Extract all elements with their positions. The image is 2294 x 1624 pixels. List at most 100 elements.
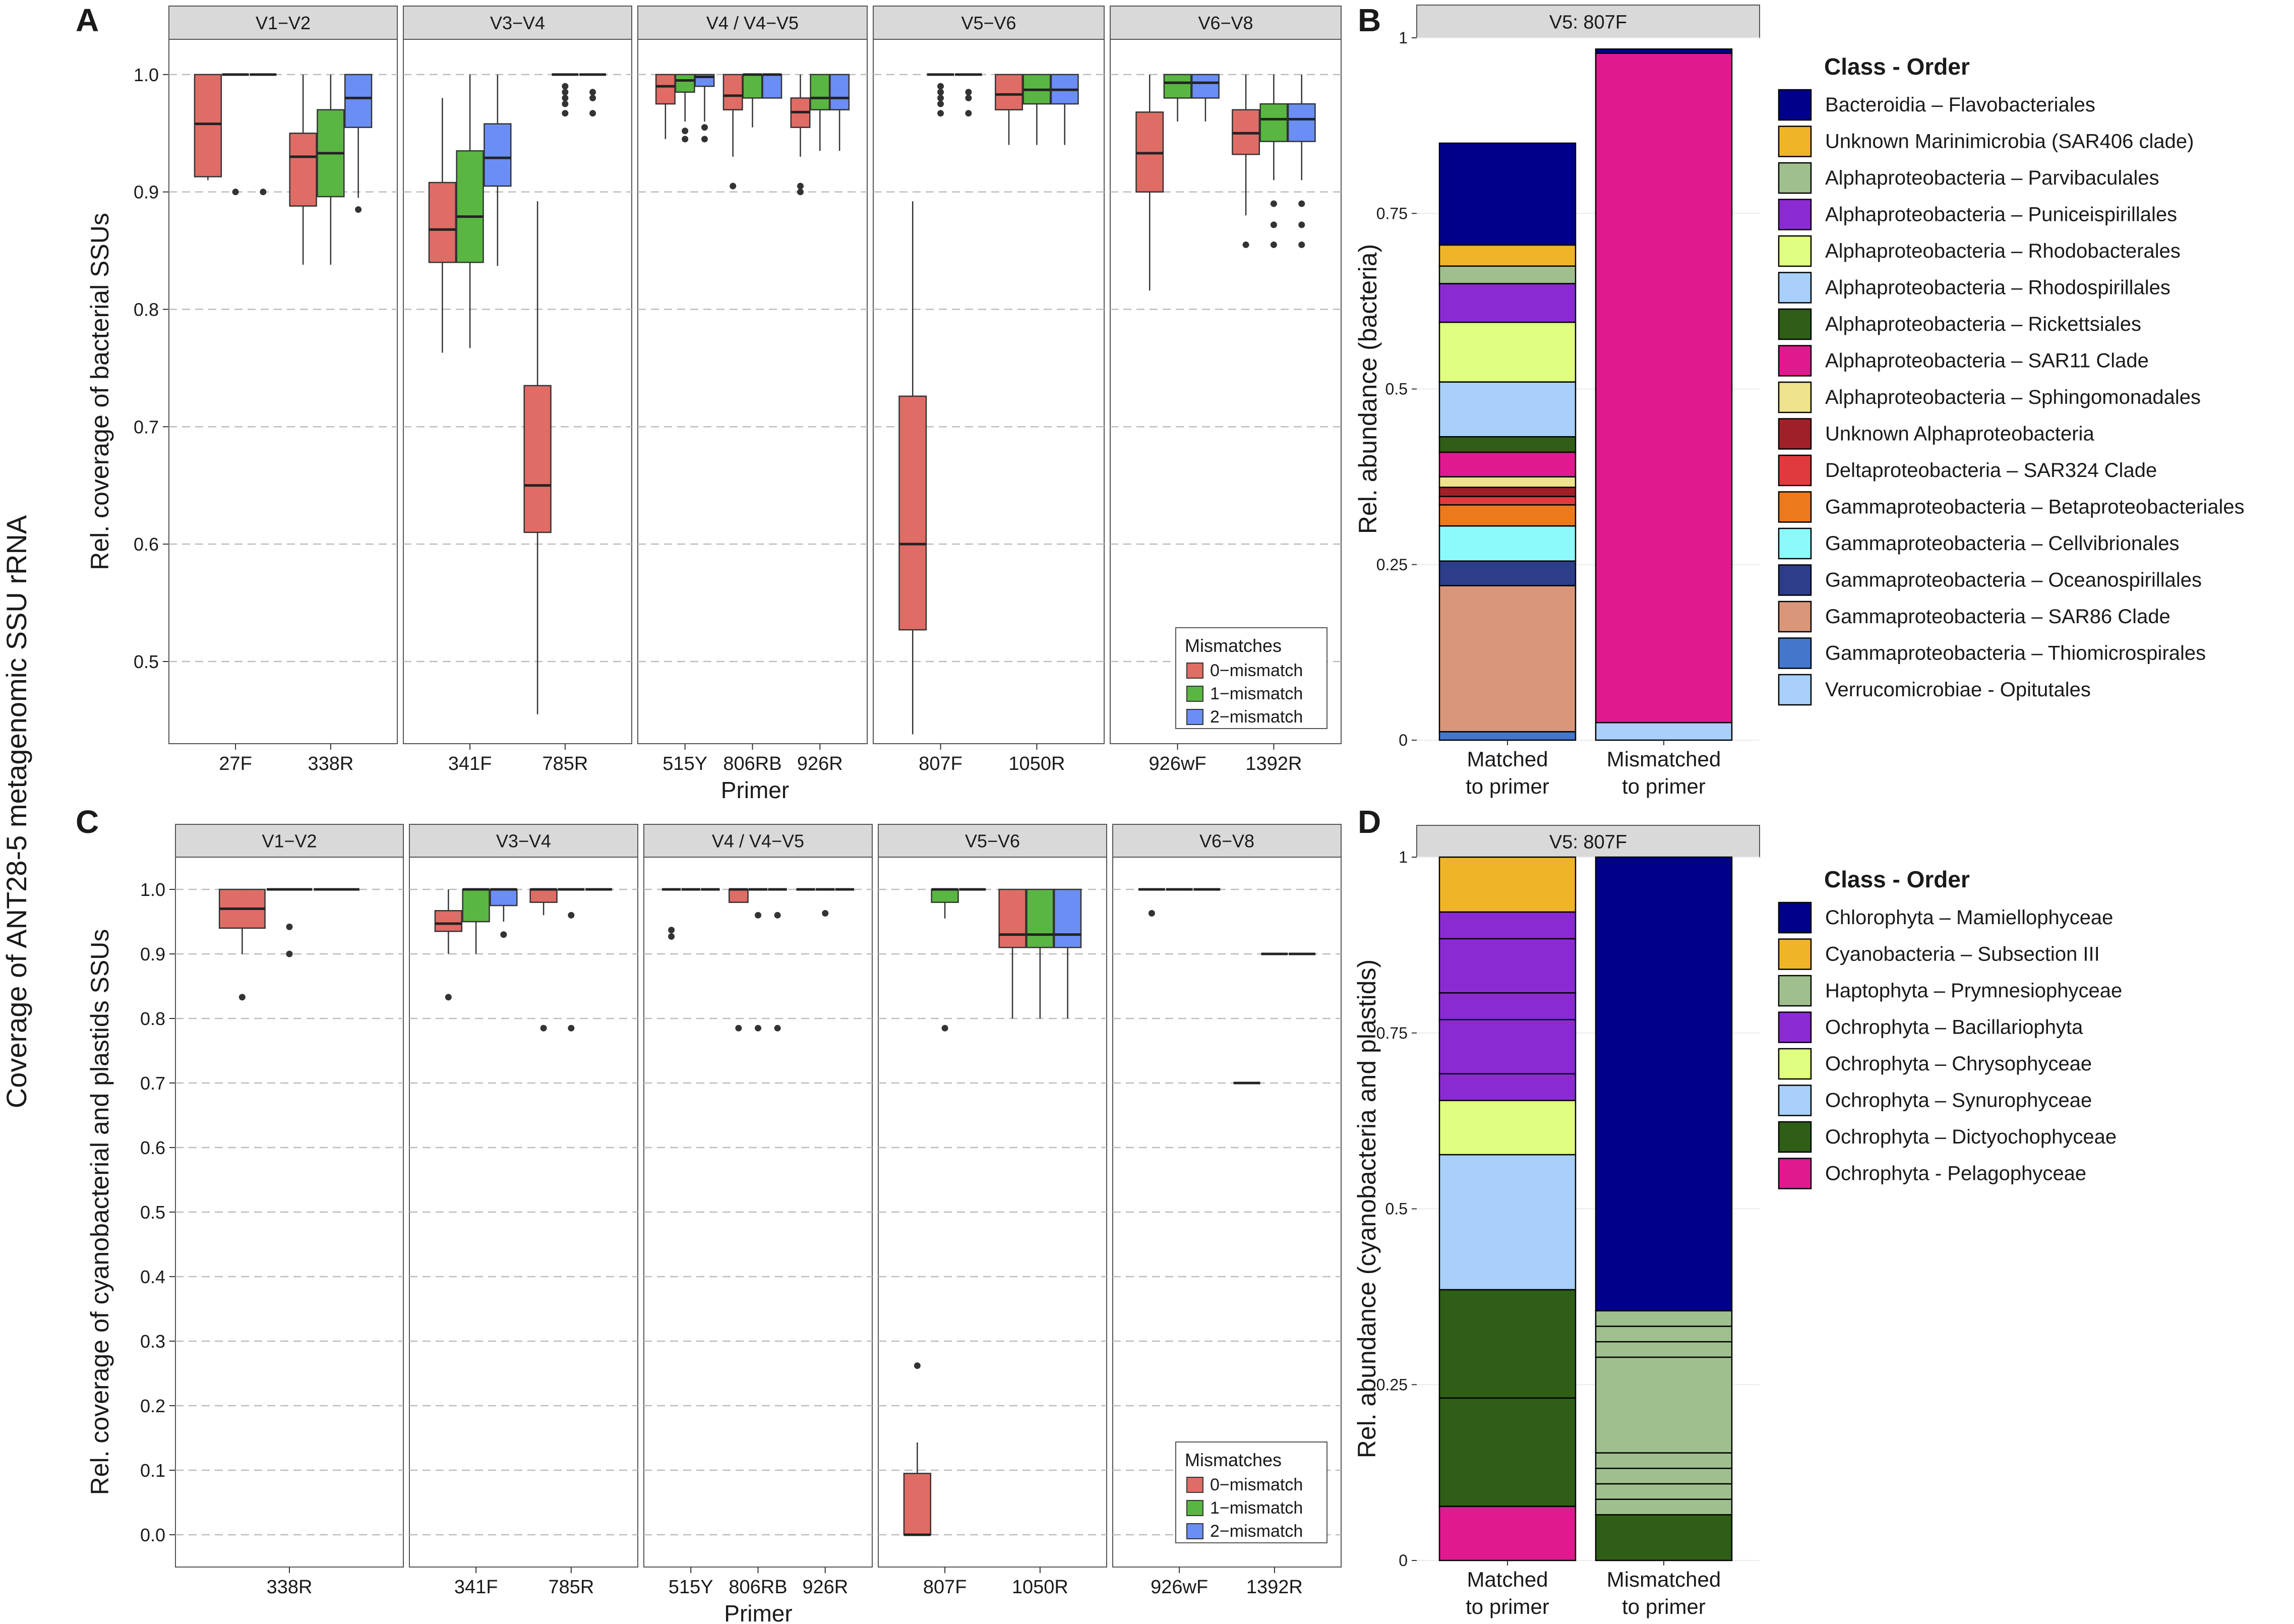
facet-strip-label: V5−V6	[965, 831, 1020, 852]
facet-strip	[1112, 824, 1342, 858]
legend-item-label: Gammaproteobacteria – Betaproteobacteria…	[1825, 496, 2245, 518]
legend-item-label: Chlorophyta – Mamiellophyceae	[1825, 907, 2113, 929]
box-outlier	[562, 110, 569, 117]
box-outlier	[500, 931, 507, 938]
box-outlier	[797, 189, 804, 196]
legend-item-label: Gammaproteobacteria – Cellvibrionales	[1825, 532, 2180, 555]
panel-d-cyano-abundance: D V5: 807F Rel. abundance (cyanobacteria a…	[1353, 804, 2122, 1618]
x-tick-label: 515Y	[669, 1577, 713, 1598]
legend-item-label: Haptophyta – Prymnesiophyceae	[1825, 980, 2122, 1002]
bar-segment	[1438, 244, 1577, 267]
box-outlier	[1298, 221, 1305, 228]
legend-item-label: Verrucomicrobiae - Opitutales	[1825, 679, 2091, 701]
bar-segment	[1438, 731, 1577, 741]
box-outlier	[562, 89, 569, 96]
box-outlier	[682, 136, 689, 143]
legend-swatch	[1778, 975, 1812, 1007]
box-outlier	[355, 206, 362, 213]
legend-item-label: Ochrophyta – Chrysophyceae	[1825, 1053, 2092, 1075]
box-iqr	[829, 74, 850, 110]
bar-segment	[1438, 381, 1577, 438]
bar-segment	[1438, 525, 1577, 562]
facet-strip-label: V3−V4	[496, 831, 551, 852]
legend-item-label: Alphaproteobacteria – Sphingomonadales	[1825, 386, 2201, 408]
legend-swatch	[1778, 162, 1812, 194]
box-outlier	[937, 100, 944, 107]
box-iqr	[1191, 74, 1220, 99]
box-iqr	[194, 74, 222, 177]
box-iqr	[722, 74, 743, 110]
bar-segment	[1438, 504, 1577, 527]
legend-item-label: 2−mismatch	[1210, 1522, 1303, 1541]
box-outlier	[568, 1025, 575, 1032]
box-iqr	[903, 1473, 932, 1536]
legend-swatch	[1778, 491, 1812, 523]
mismatch-legend: Mismatches 0−mismatch 1−mismatch 2−mismatch	[1175, 627, 1327, 729]
y-tick-label: 0	[1399, 731, 1408, 749]
facet-strip-label: V4 / V4−V5	[712, 831, 804, 852]
box-iqr	[490, 888, 518, 907]
box-outlier	[937, 94, 944, 101]
box-outlier	[730, 183, 737, 190]
y-tick-label: 0.25	[1376, 1375, 1408, 1394]
panel-letter: D	[1358, 804, 1381, 840]
facet-panel	[403, 39, 632, 744]
legend-item-label: Ochrophyta – Dictyochophyceae	[1825, 1126, 2117, 1148]
facet-panel	[637, 39, 868, 744]
bar-segment	[1595, 1483, 1733, 1500]
legend-item-label: 0−mismatch	[1210, 1475, 1303, 1494]
bar-segment	[1595, 1341, 1733, 1358]
x-tick-label: Mismatched	[1607, 747, 1721, 771]
legend-item-label: 1−mismatch	[1210, 1498, 1303, 1518]
box-outlier	[589, 89, 596, 96]
y-axis-label: Rel. coverage of bacterial SSUs	[86, 213, 114, 570]
legend-item-label: Alphaproteobacteria – Rhodobacterales	[1825, 240, 2181, 262]
legend-swatch	[1778, 272, 1812, 304]
box-iqr	[529, 888, 558, 903]
box-iqr	[728, 888, 749, 903]
legend-item-label: Alphaproteobacteria – Rhodospirillales	[1825, 277, 2170, 299]
box-outlier	[540, 1025, 547, 1032]
legend-swatch	[1186, 686, 1203, 702]
x-tick-label: 341F	[454, 1577, 498, 1598]
x-tick-label: 926R	[797, 753, 843, 774]
x-tick-label: 926wF	[1149, 753, 1206, 774]
bar-segment	[1438, 476, 1577, 488]
x-tick-label: to primer	[1622, 1595, 1706, 1618]
y-tick-label: 0.8	[140, 1008, 165, 1029]
legend-item-label: 1−mismatch	[1210, 684, 1303, 703]
y-tick-label: 0.8	[134, 299, 159, 320]
y-tick-label: 1.0	[134, 65, 159, 85]
box-outlier	[774, 1025, 781, 1032]
box-outlier	[1270, 200, 1277, 207]
box-iqr	[289, 133, 317, 207]
x-tick-label: 807F	[919, 753, 962, 774]
facet-strip	[1110, 6, 1342, 40]
y-tick-label: 0.7	[134, 416, 159, 437]
y-tick-label: 0.6	[140, 1137, 165, 1158]
x-tick-label: Matched	[1467, 1568, 1548, 1591]
facet-strip	[168, 6, 398, 40]
y-axis-label: Rel. abundance (cyanobacteria and plasti…	[1353, 959, 1381, 1459]
bar-segment	[1595, 1452, 1733, 1469]
bar-segment	[1438, 1289, 1577, 1399]
legend-item-label: Unknown Alphaproteobacteria	[1825, 423, 2094, 445]
box-outlier	[941, 1025, 948, 1032]
x-tick-label: 785R	[542, 753, 588, 774]
legend-title: Mismatches	[1185, 1450, 1282, 1470]
box-outlier	[701, 124, 708, 131]
legend-swatch	[1778, 1048, 1812, 1080]
box-iqr	[995, 74, 1023, 110]
box-outlier	[701, 136, 708, 143]
box-outlier	[562, 94, 569, 101]
legend-swatch	[1778, 89, 1812, 121]
box-outlier	[568, 912, 575, 919]
legend-swatch	[1186, 663, 1203, 679]
box-outlier	[1148, 910, 1155, 917]
legend-swatch	[1186, 709, 1203, 725]
box-iqr	[456, 150, 484, 263]
box-outlier	[774, 912, 781, 919]
legend-swatch	[1778, 381, 1812, 413]
legend-swatch	[1778, 1158, 1812, 1189]
legend-item-label: Alphaproteobacteria – Puniceispirillales	[1825, 204, 2177, 226]
